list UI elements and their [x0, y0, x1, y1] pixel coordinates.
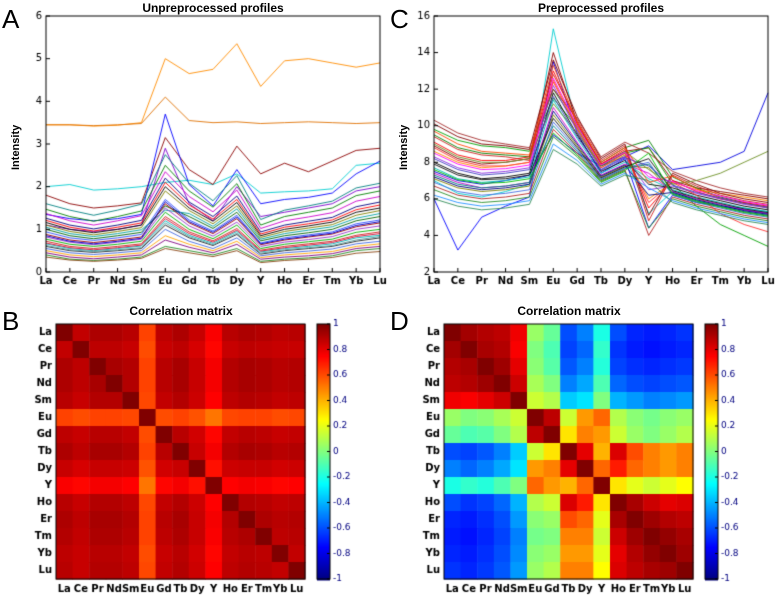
panel-unpreprocessed-profiles: Unpreprocessed profiles A Intensity: [0, 0, 388, 302]
unpreprocessed-line-chart: [0, 0, 388, 302]
panel-letter-b: B: [2, 306, 20, 336]
panel-letter-c: C: [390, 4, 409, 34]
panel-preprocessed-profiles: Preprocessed profiles C Intensity: [388, 0, 776, 302]
correlation-matrix-title-b: Correlation matrix: [129, 304, 233, 318]
panel-correlation-matrix-unpreprocessed: Correlation matrix B: [0, 302, 388, 614]
preprocessed-title: Preprocessed profiles: [537, 1, 665, 15]
unpreprocessed-y-axis-label: Intensity: [10, 124, 22, 170]
unpreprocessed-title: Unpreprocessed profiles: [142, 1, 284, 15]
correlation-heatmap-unpreprocessed: [0, 302, 388, 614]
preprocessed-line-chart: [388, 0, 776, 302]
preprocessed-y-axis-label: Intensity: [398, 124, 410, 170]
panel-letter-d: D: [390, 306, 409, 336]
correlation-heatmap-preprocessed: [388, 302, 776, 614]
panel-letter-a: A: [2, 4, 20, 34]
panel-correlation-matrix-preprocessed: Correlation matrix D: [388, 302, 776, 614]
correlation-matrix-title-d: Correlation matrix: [517, 304, 621, 318]
